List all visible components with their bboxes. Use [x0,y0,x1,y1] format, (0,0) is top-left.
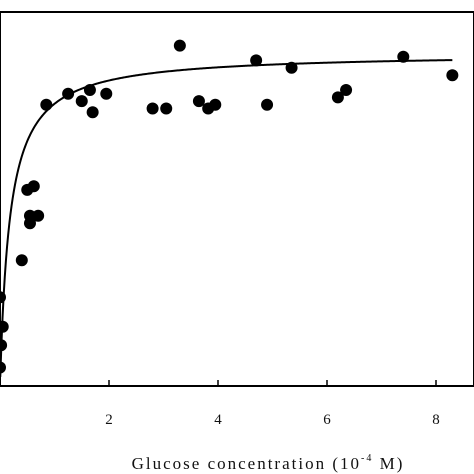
x-tick-label: 8 [432,412,440,428]
data-point [250,54,263,67]
x-axis-title-exponent: -4 [361,453,373,464]
data-point [340,84,353,96]
data-point [0,361,6,374]
x-axis-title-suffix: M) [373,454,404,473]
x-tick-label: 4 [214,412,222,428]
data-point [40,98,53,111]
data-point [331,91,344,104]
data-point [62,87,75,100]
data-point [0,339,8,352]
data-point [160,102,173,115]
data-points [0,39,459,374]
data-point [261,98,274,111]
x-ticks: 2 4 6 8 [105,380,440,428]
data-point [100,87,113,100]
x-axis-title: Glucose concentration (10-4 M) [132,453,405,473]
x-tick-label: 6 [323,412,331,428]
data-point [83,84,96,96]
data-point [23,209,36,222]
data-point [397,50,410,63]
data-point [0,291,6,304]
data-point [27,180,40,193]
fit-curve-line [0,59,453,378]
data-point [75,95,88,108]
data-point [146,102,159,115]
data-point [0,320,9,333]
x-axis-title-prefix: Glucose concentration (10 [132,454,361,473]
data-point [192,95,205,108]
data-point [209,98,222,111]
data-point [173,39,186,52]
plot-frame [0,11,474,387]
data-point [446,69,459,82]
data-point [15,254,28,267]
data-point [285,61,298,74]
data-point [86,106,99,119]
x-tick-label: 2 [105,412,113,428]
